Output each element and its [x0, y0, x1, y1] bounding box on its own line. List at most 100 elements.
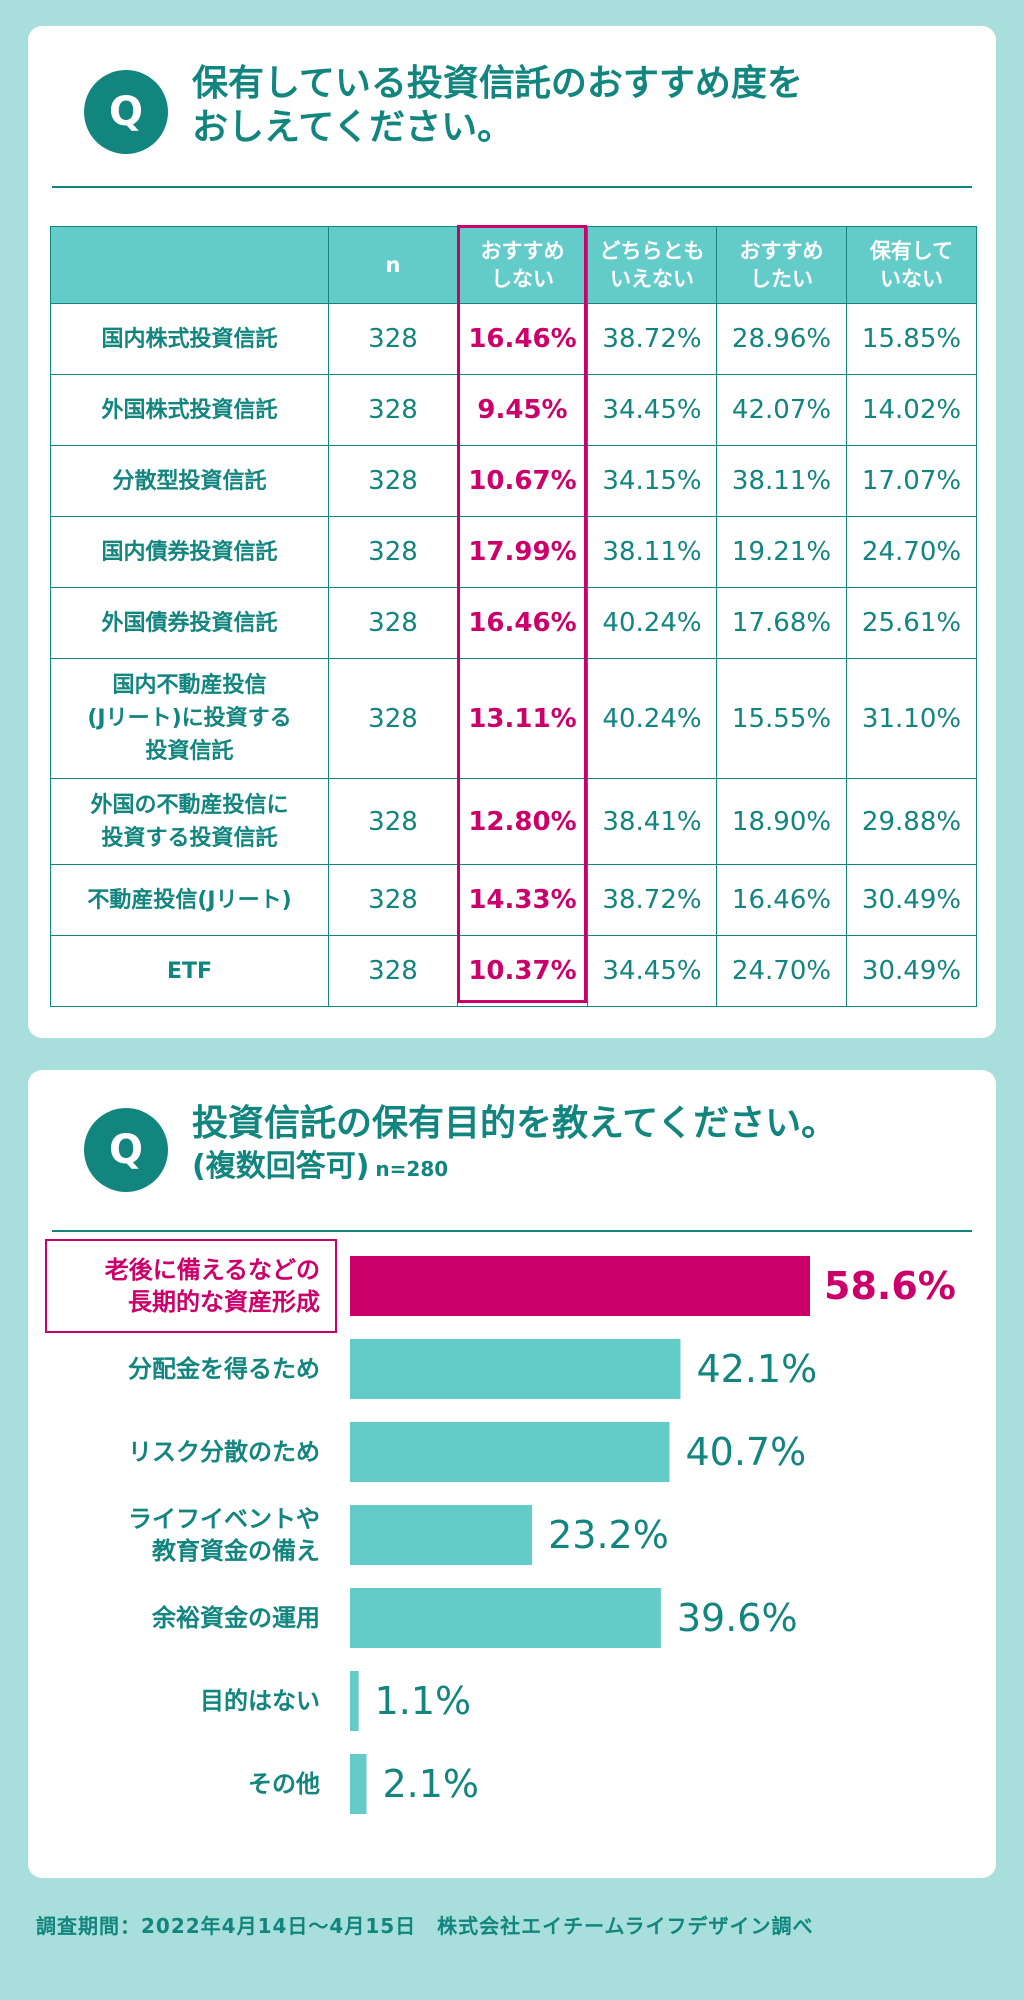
category-label: 老後に備えるなどの長期的な資産形成 — [105, 1256, 320, 1316]
percent-cell: 24.70% — [846, 516, 977, 588]
bar — [350, 1505, 533, 1565]
percent-cell: 15.85% — [846, 303, 977, 375]
sample-count: 328 — [328, 516, 458, 588]
percent-cell: 34.45% — [587, 374, 717, 446]
percent-cell: 42.07% — [716, 374, 847, 446]
bar — [350, 1754, 367, 1814]
percent-cell: 38.72% — [587, 303, 717, 375]
percent-cell: 14.02% — [846, 374, 977, 446]
bar — [350, 1256, 810, 1316]
sample-count: 328 — [328, 374, 458, 446]
percent-cell: 17.07% — [846, 445, 977, 517]
percent-cell: 38.72% — [587, 864, 717, 936]
category-label: 余裕資金の運用 — [151, 1604, 320, 1632]
category-label: 分配金を得るため — [128, 1355, 320, 1383]
question-title-line1: 投資信託の保有目的を教えてください。 — [192, 1103, 838, 1144]
percent-cell: 25.61% — [846, 587, 977, 659]
column-header: n — [328, 226, 458, 304]
column-header: 保有して いない — [846, 226, 977, 304]
percent-cell: 31.10% — [846, 658, 977, 779]
table-row: 国内株式投資信託 328 16.46% 38.72% 28.96% 15.85% — [50, 303, 977, 375]
percent-cell: 28.96% — [716, 303, 847, 375]
header-blank — [50, 226, 329, 304]
percent-cell: 40.24% — [587, 658, 717, 779]
percent-cell: 19.21% — [716, 516, 847, 588]
value-label: 39.6% — [677, 1596, 798, 1640]
percent-cell: 40.24% — [587, 587, 717, 659]
question-title-line1: 保有している投資信託のおすすめ度を — [192, 63, 803, 104]
sample-count: 328 — [328, 778, 458, 865]
purpose-bar-chart: 老後に備えるなどの長期的な資産形成 58.6% 分配金を得るため 42.1% リスク分散… — [45, 1239, 956, 1814]
percent-cell: 30.49% — [846, 935, 977, 1007]
percent-cell: 15.55% — [716, 658, 847, 779]
sample-size: n=280 — [375, 1157, 449, 1181]
question-title: 投資信託の保有目的を教えてください。 (複数回答可) n=280 — [192, 1102, 837, 1190]
value-label: 2.1% — [382, 1762, 479, 1806]
column-header: おすすめ しない — [457, 226, 588, 304]
percent-cell: 38.11% — [716, 445, 847, 517]
percent-cell: 29.88% — [846, 778, 977, 865]
row-label: 不動産投信(Jリート) — [50, 864, 329, 936]
percent-cell: 16.46% — [716, 864, 847, 936]
row-label: 国内株式投資信託 — [50, 303, 329, 375]
percent-cell: 17.99% — [457, 516, 588, 588]
highlight-label-frame — [45, 1239, 337, 1333]
category-label: その他 — [248, 1770, 320, 1798]
question-badge: Q — [84, 70, 168, 154]
table-row: 不動産投信(Jリート) 328 14.33% 38.72% 16.46% 30.49% — [50, 864, 977, 936]
sample-count: 328 — [328, 587, 458, 659]
percent-cell: 13.11% — [457, 658, 588, 779]
divider — [52, 1230, 972, 1232]
sample-count: 328 — [328, 935, 458, 1007]
percent-cell: 24.70% — [716, 935, 847, 1007]
bar — [350, 1422, 670, 1482]
row-label: ETF — [50, 935, 329, 1007]
purpose-card: Q 投資信託の保有目的を教えてください。 (複数回答可) n=280 老後に備える… — [28, 1070, 996, 1878]
percent-cell: 9.45% — [457, 374, 588, 446]
percent-cell: 10.37% — [457, 935, 588, 1007]
divider — [52, 186, 972, 188]
percent-cell: 17.68% — [716, 587, 847, 659]
percent-cell: 12.80% — [457, 778, 588, 865]
column-header: おすすめ したい — [716, 226, 847, 304]
value-label: 23.2% — [548, 1513, 669, 1557]
table-row: 国内債券投資信託 328 17.99% 38.11% 19.21% 24.70% — [50, 516, 977, 588]
percent-cell: 16.46% — [457, 303, 588, 375]
row-label: 外国の不動産投信に 投資する投資信託 — [50, 778, 329, 865]
table-header-row: n おすすめ しない どちらとも いえない おすすめ したい 保有して いない — [50, 226, 977, 304]
category-label: 目的はない — [200, 1687, 320, 1715]
row-label: 外国株式投資信託 — [50, 374, 329, 446]
bar — [350, 1588, 661, 1648]
row-label: 国内不動産投信 (Jリート)に投資する 投資信託 — [50, 658, 329, 779]
percent-cell: 38.41% — [587, 778, 717, 865]
survey-footnote: 調査期間：2022年4月14日〜4月15日 株式会社エイチームライフデザイン調べ — [36, 1914, 814, 1938]
sample-count: 328 — [328, 864, 458, 936]
sample-count: 328 — [328, 445, 458, 517]
column-header: どちらとも いえない — [587, 226, 717, 304]
value-label: 40.7% — [685, 1430, 806, 1474]
percent-cell: 18.90% — [716, 778, 847, 865]
question-title: 保有している投資信託のおすすめ度を おしえてください。 — [192, 62, 803, 150]
percent-cell: 10.67% — [457, 445, 588, 517]
question-title-line2: おしえてください。 — [192, 107, 514, 148]
category-label: ライフイベントや教育資金の備え — [128, 1505, 320, 1565]
percent-cell: 14.33% — [457, 864, 588, 936]
row-label: 分散型投資信託 — [50, 445, 329, 517]
table-row: 国内不動産投信 (Jリート)に投資する 投資信託 328 13.11% 40.24% 15.… — [50, 658, 977, 779]
sample-count: 328 — [328, 303, 458, 375]
percent-cell: 16.46% — [457, 587, 588, 659]
recommendation-card: Q 保有している投資信託のおすすめ度を おしえてください。 n おすすめ しない どち… — [28, 26, 996, 1038]
table-body: 国内株式投資信託 328 16.46% 38.72% 28.96% 15.85% 外国株式投… — [50, 303, 977, 1007]
value-label: 1.1% — [375, 1679, 472, 1723]
question-title-line2: (複数回答可) — [192, 1149, 370, 1184]
percent-cell: 34.45% — [587, 935, 717, 1007]
row-label: 国内債券投資信託 — [50, 516, 329, 588]
percent-cell: 34.15% — [587, 445, 717, 517]
row-label: 外国債券投資信託 — [50, 587, 329, 659]
value-label: 58.6% — [824, 1264, 956, 1308]
sample-count: 328 — [328, 658, 458, 779]
percent-cell: 30.49% — [846, 864, 977, 936]
table-row: 外国の不動産投信に 投資する投資信託 328 12.80% 38.41% 18.90% 29… — [50, 778, 977, 865]
table-row: ETF 328 10.37% 34.45% 24.70% 30.49% — [50, 935, 977, 1007]
table-row: 外国株式投資信託 328 9.45% 34.45% 42.07% 14.02% — [50, 374, 977, 446]
